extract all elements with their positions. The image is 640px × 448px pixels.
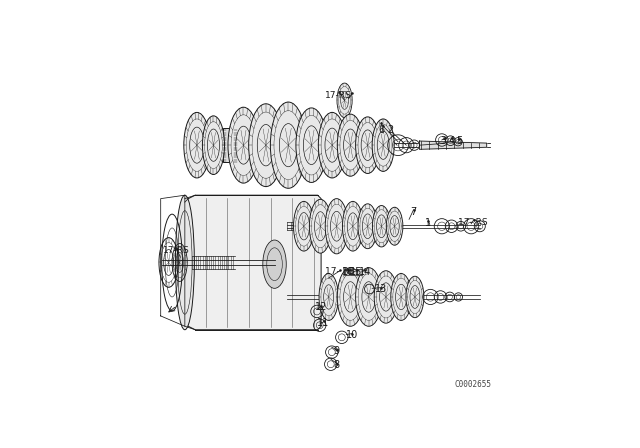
Text: 1: 1 — [425, 219, 431, 228]
Bar — [357, 269, 362, 275]
Text: 17-RS: 17-RS — [325, 90, 352, 99]
Ellipse shape — [358, 204, 378, 249]
Bar — [344, 269, 349, 275]
Text: 17-RS: 17-RS — [163, 246, 189, 255]
Ellipse shape — [337, 114, 364, 176]
Ellipse shape — [309, 199, 332, 253]
Text: 9: 9 — [333, 346, 340, 356]
Ellipse shape — [337, 83, 352, 117]
Ellipse shape — [175, 195, 195, 330]
Bar — [351, 269, 356, 275]
Text: 17- RS: 17- RS — [458, 218, 488, 227]
Ellipse shape — [319, 273, 339, 320]
Text: 14: 14 — [359, 267, 371, 277]
Text: C0002655: C0002655 — [454, 380, 492, 389]
Ellipse shape — [249, 104, 283, 186]
Text: 17- RS: 17- RS — [325, 267, 355, 276]
Polygon shape — [185, 195, 321, 330]
Ellipse shape — [325, 198, 348, 254]
Text: 7: 7 — [410, 207, 417, 217]
Ellipse shape — [263, 240, 286, 289]
Ellipse shape — [372, 206, 390, 247]
Ellipse shape — [294, 202, 314, 251]
Ellipse shape — [387, 207, 403, 245]
Ellipse shape — [337, 267, 364, 326]
Text: 11: 11 — [317, 318, 330, 328]
Ellipse shape — [318, 112, 346, 178]
Ellipse shape — [342, 202, 363, 251]
Ellipse shape — [228, 107, 259, 183]
Text: 12: 12 — [315, 302, 327, 312]
Text: 10: 10 — [346, 330, 358, 340]
Ellipse shape — [270, 102, 307, 188]
Ellipse shape — [202, 116, 225, 174]
Text: 4: 4 — [449, 136, 454, 146]
Ellipse shape — [391, 273, 412, 320]
Text: 3: 3 — [440, 136, 447, 146]
Polygon shape — [419, 141, 486, 149]
Ellipse shape — [356, 267, 382, 326]
Ellipse shape — [356, 117, 380, 173]
Text: 13: 13 — [374, 284, 387, 294]
Text: 16: 16 — [342, 267, 354, 277]
Ellipse shape — [372, 119, 394, 172]
Text: 2: 2 — [387, 125, 393, 135]
Ellipse shape — [184, 112, 210, 178]
Ellipse shape — [374, 271, 397, 323]
Ellipse shape — [296, 108, 327, 182]
Text: 15: 15 — [351, 267, 363, 277]
Text: 8: 8 — [333, 360, 340, 370]
Ellipse shape — [406, 276, 424, 318]
FancyBboxPatch shape — [223, 128, 237, 163]
Text: 6: 6 — [378, 125, 385, 135]
Text: 5: 5 — [457, 136, 463, 146]
